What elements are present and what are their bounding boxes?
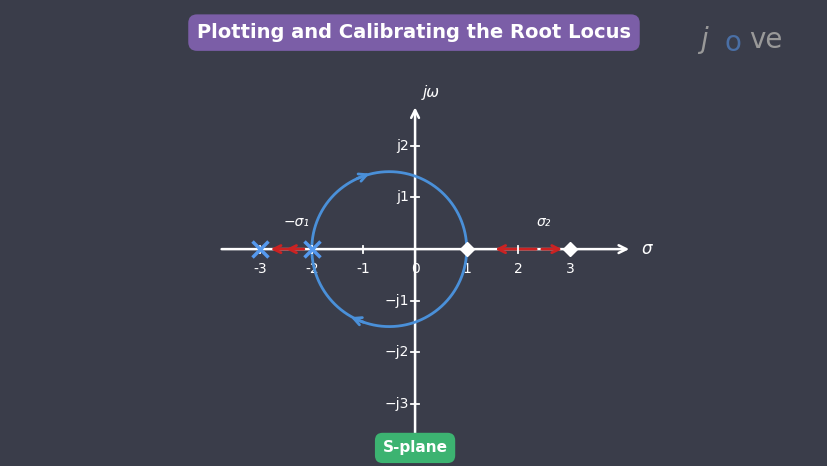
- Text: Plotting and Calibrating the Root Locus: Plotting and Calibrating the Root Locus: [197, 23, 630, 42]
- Text: -3: -3: [253, 262, 266, 276]
- Text: 1: 1: [461, 262, 471, 276]
- Text: 3: 3: [565, 262, 574, 276]
- Text: −j1: −j1: [384, 294, 409, 308]
- Text: −j3: −j3: [384, 397, 409, 411]
- Text: j: j: [700, 26, 707, 54]
- Text: −σ₁: −σ₁: [283, 215, 309, 229]
- Text: o: o: [724, 29, 740, 57]
- Text: -2: -2: [304, 262, 318, 276]
- Text: 2: 2: [514, 262, 522, 276]
- Text: 0: 0: [410, 262, 419, 276]
- Text: S-plane: S-plane: [382, 440, 447, 455]
- Text: jω: jω: [423, 85, 439, 100]
- Text: σ: σ: [640, 240, 651, 258]
- Text: j2: j2: [395, 139, 409, 153]
- Text: j1: j1: [395, 191, 409, 205]
- Text: -1: -1: [356, 262, 370, 276]
- Text: −j2: −j2: [384, 345, 409, 359]
- Text: ve: ve: [748, 26, 782, 54]
- Text: σ₂: σ₂: [537, 215, 551, 229]
